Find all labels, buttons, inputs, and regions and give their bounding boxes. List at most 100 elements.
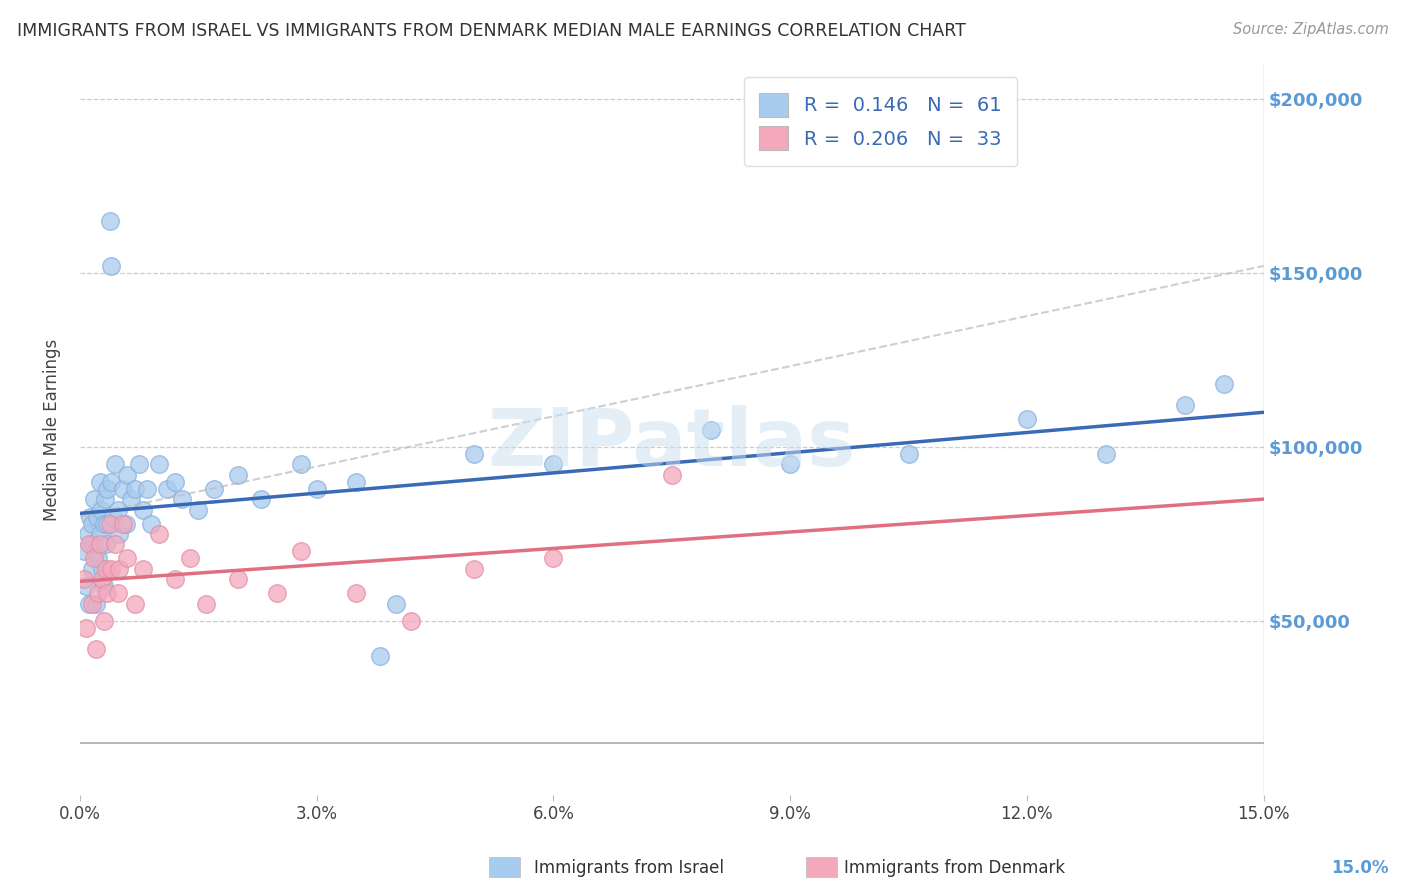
Point [75,621,97,635]
Point [80,597,103,611]
Point [94,492,117,507]
Point [172,492,194,507]
Point [1213,377,1236,392]
Point [114,516,136,531]
Point [96,482,118,496]
Point [132,502,155,516]
Point [93,516,115,531]
Point [93,579,115,593]
Bar [806,857,837,877]
Point [124,482,146,496]
Y-axis label: Median Male Earnings: Median Male Earnings [44,338,60,521]
Point [163,572,186,586]
Point [82,537,104,551]
Point [128,458,150,472]
Point [290,544,312,558]
Point [179,551,201,566]
Legend: R =  0.146   N =  61, R =  0.206   N =  33: R = 0.146 N = 61, R = 0.206 N = 33 [744,78,1017,166]
Point [226,572,249,586]
Point [104,458,127,472]
Point [80,516,103,531]
Point [163,475,186,489]
Point [98,516,121,531]
Point [148,458,170,472]
Point [463,447,485,461]
Point [84,597,107,611]
Point [132,562,155,576]
Point [112,516,135,531]
Point [83,551,105,566]
Point [79,597,101,611]
Point [98,213,121,227]
Point [112,482,135,496]
Point [115,551,138,566]
Point [139,516,162,531]
Point [202,482,225,496]
Point [75,579,97,593]
Point [1094,447,1116,461]
Text: ZIPatlas: ZIPatlas [488,405,856,483]
Point [79,509,101,524]
Point [384,597,406,611]
Point [266,586,288,600]
Point [86,509,108,524]
Point [96,586,118,600]
Point [94,537,117,551]
Point [779,458,801,472]
Point [87,586,110,600]
Point [79,537,101,551]
Point [76,527,98,541]
Point [107,502,129,516]
Point [108,527,131,541]
Point [1015,412,1038,426]
Point [543,551,565,566]
Point [401,614,423,628]
Point [463,562,485,576]
Point [96,516,118,531]
Point [104,537,127,551]
Point [124,597,146,611]
Point [344,475,367,489]
Point [94,562,117,576]
Bar [489,857,520,877]
Point [305,482,328,496]
Point [100,475,122,489]
Text: IMMIGRANTS FROM ISRAEL VS IMMIGRANTS FROM DENMARK MEDIAN MALE EARNINGS CORRELATI: IMMIGRANTS FROM ISRAEL VS IMMIGRANTS FRO… [17,22,966,40]
Text: Source: ZipAtlas.com: Source: ZipAtlas.com [1233,22,1389,37]
Point [897,447,920,461]
Text: Immigrants from Israel: Immigrants from Israel [534,859,724,877]
Point [107,586,129,600]
Point [115,467,138,482]
Point [101,509,124,524]
Text: 15.0%: 15.0% [1331,859,1389,877]
Point [89,475,111,489]
Point [91,572,114,586]
Point [344,586,367,600]
Point [1174,398,1197,412]
Point [91,562,114,576]
Point [80,562,103,576]
Point [93,614,115,628]
Point [73,572,96,586]
Point [250,492,273,507]
Point [84,544,107,558]
Point [120,492,142,507]
Point [226,467,249,482]
Point [187,502,209,516]
Point [108,562,131,576]
Point [661,467,683,482]
Point [83,492,105,507]
Point [89,537,111,551]
Text: Immigrants from Denmark: Immigrants from Denmark [844,859,1064,877]
Point [700,423,723,437]
Point [84,641,107,656]
Point [100,562,122,576]
Point [290,458,312,472]
Point [73,544,96,558]
Point [543,458,565,472]
Point [368,648,391,663]
Point [156,482,179,496]
Point [195,597,218,611]
Point [90,502,112,516]
Point [136,482,159,496]
